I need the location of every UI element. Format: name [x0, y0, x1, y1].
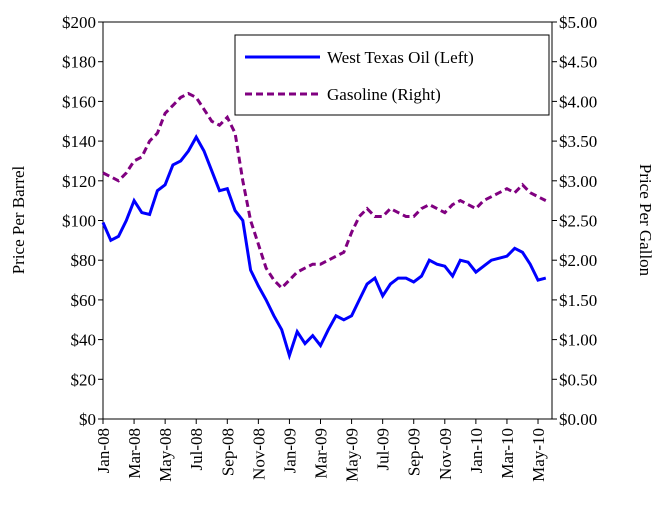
- x-tick-label: Jan-10: [467, 428, 486, 473]
- y2-tick-label: $0.50: [559, 370, 597, 389]
- x-tick-label: Nov-09: [436, 428, 455, 480]
- y2-tick-label: $3.50: [559, 132, 597, 151]
- x-tick-label: May-09: [343, 428, 362, 482]
- y2-tick-label: $2.50: [559, 212, 597, 231]
- y2-tick-label: $2.00: [559, 251, 597, 270]
- x-tick-label: Nov-08: [249, 428, 268, 480]
- y-tick-label: $0: [79, 410, 96, 429]
- x-tick-label: Mar-09: [312, 428, 331, 479]
- y-tick-label: $20: [71, 370, 97, 389]
- x-tick-label: Sep-09: [405, 428, 424, 476]
- y-tick-label: $140: [62, 132, 96, 151]
- x-tick-label: May-08: [156, 428, 175, 482]
- y-tick-label: $160: [62, 92, 96, 111]
- series-line: [101, 134, 547, 361]
- y-tick-label: $200: [62, 13, 96, 32]
- y2-tick-label: $4.50: [559, 53, 597, 72]
- y-tick-label: $120: [62, 172, 96, 191]
- y2-tick-label: $3.00: [559, 172, 597, 191]
- x-tick-label: May-10: [529, 428, 548, 482]
- y-tick-label: $180: [62, 53, 96, 72]
- y2-tick-label: $5.00: [559, 13, 597, 32]
- y2-axis-title: Price Per Gallon: [636, 164, 655, 277]
- y2-tick-label: $1.50: [559, 291, 597, 310]
- y-tick-label: $40: [71, 331, 97, 350]
- legend-box: [234, 34, 550, 116]
- x-tick-label: Mar-08: [125, 428, 144, 479]
- y-tick-label: $60: [71, 291, 97, 310]
- y-axis-title: Price Per Barrel: [9, 165, 28, 274]
- x-tick-label: Jan-08: [94, 428, 113, 473]
- legend-label: West Texas Oil (Left): [327, 48, 474, 67]
- y2-tick-label: $0.00: [559, 410, 597, 429]
- x-tick-label: Mar-10: [498, 428, 517, 479]
- y-tick-label: $100: [62, 212, 96, 231]
- y2-tick-label: $1.00: [559, 331, 597, 350]
- x-tick-label: Jul-09: [374, 428, 393, 471]
- x-tick-label: Sep-08: [218, 428, 237, 476]
- y2-tick-label: $4.00: [559, 92, 597, 111]
- x-tick-label: Jan-09: [280, 428, 299, 473]
- y-tick-label: $80: [71, 251, 97, 270]
- x-tick-label: Jul-08: [187, 428, 206, 471]
- series-line: [102, 91, 547, 291]
- legend-label: Gasoline (Right): [327, 85, 441, 104]
